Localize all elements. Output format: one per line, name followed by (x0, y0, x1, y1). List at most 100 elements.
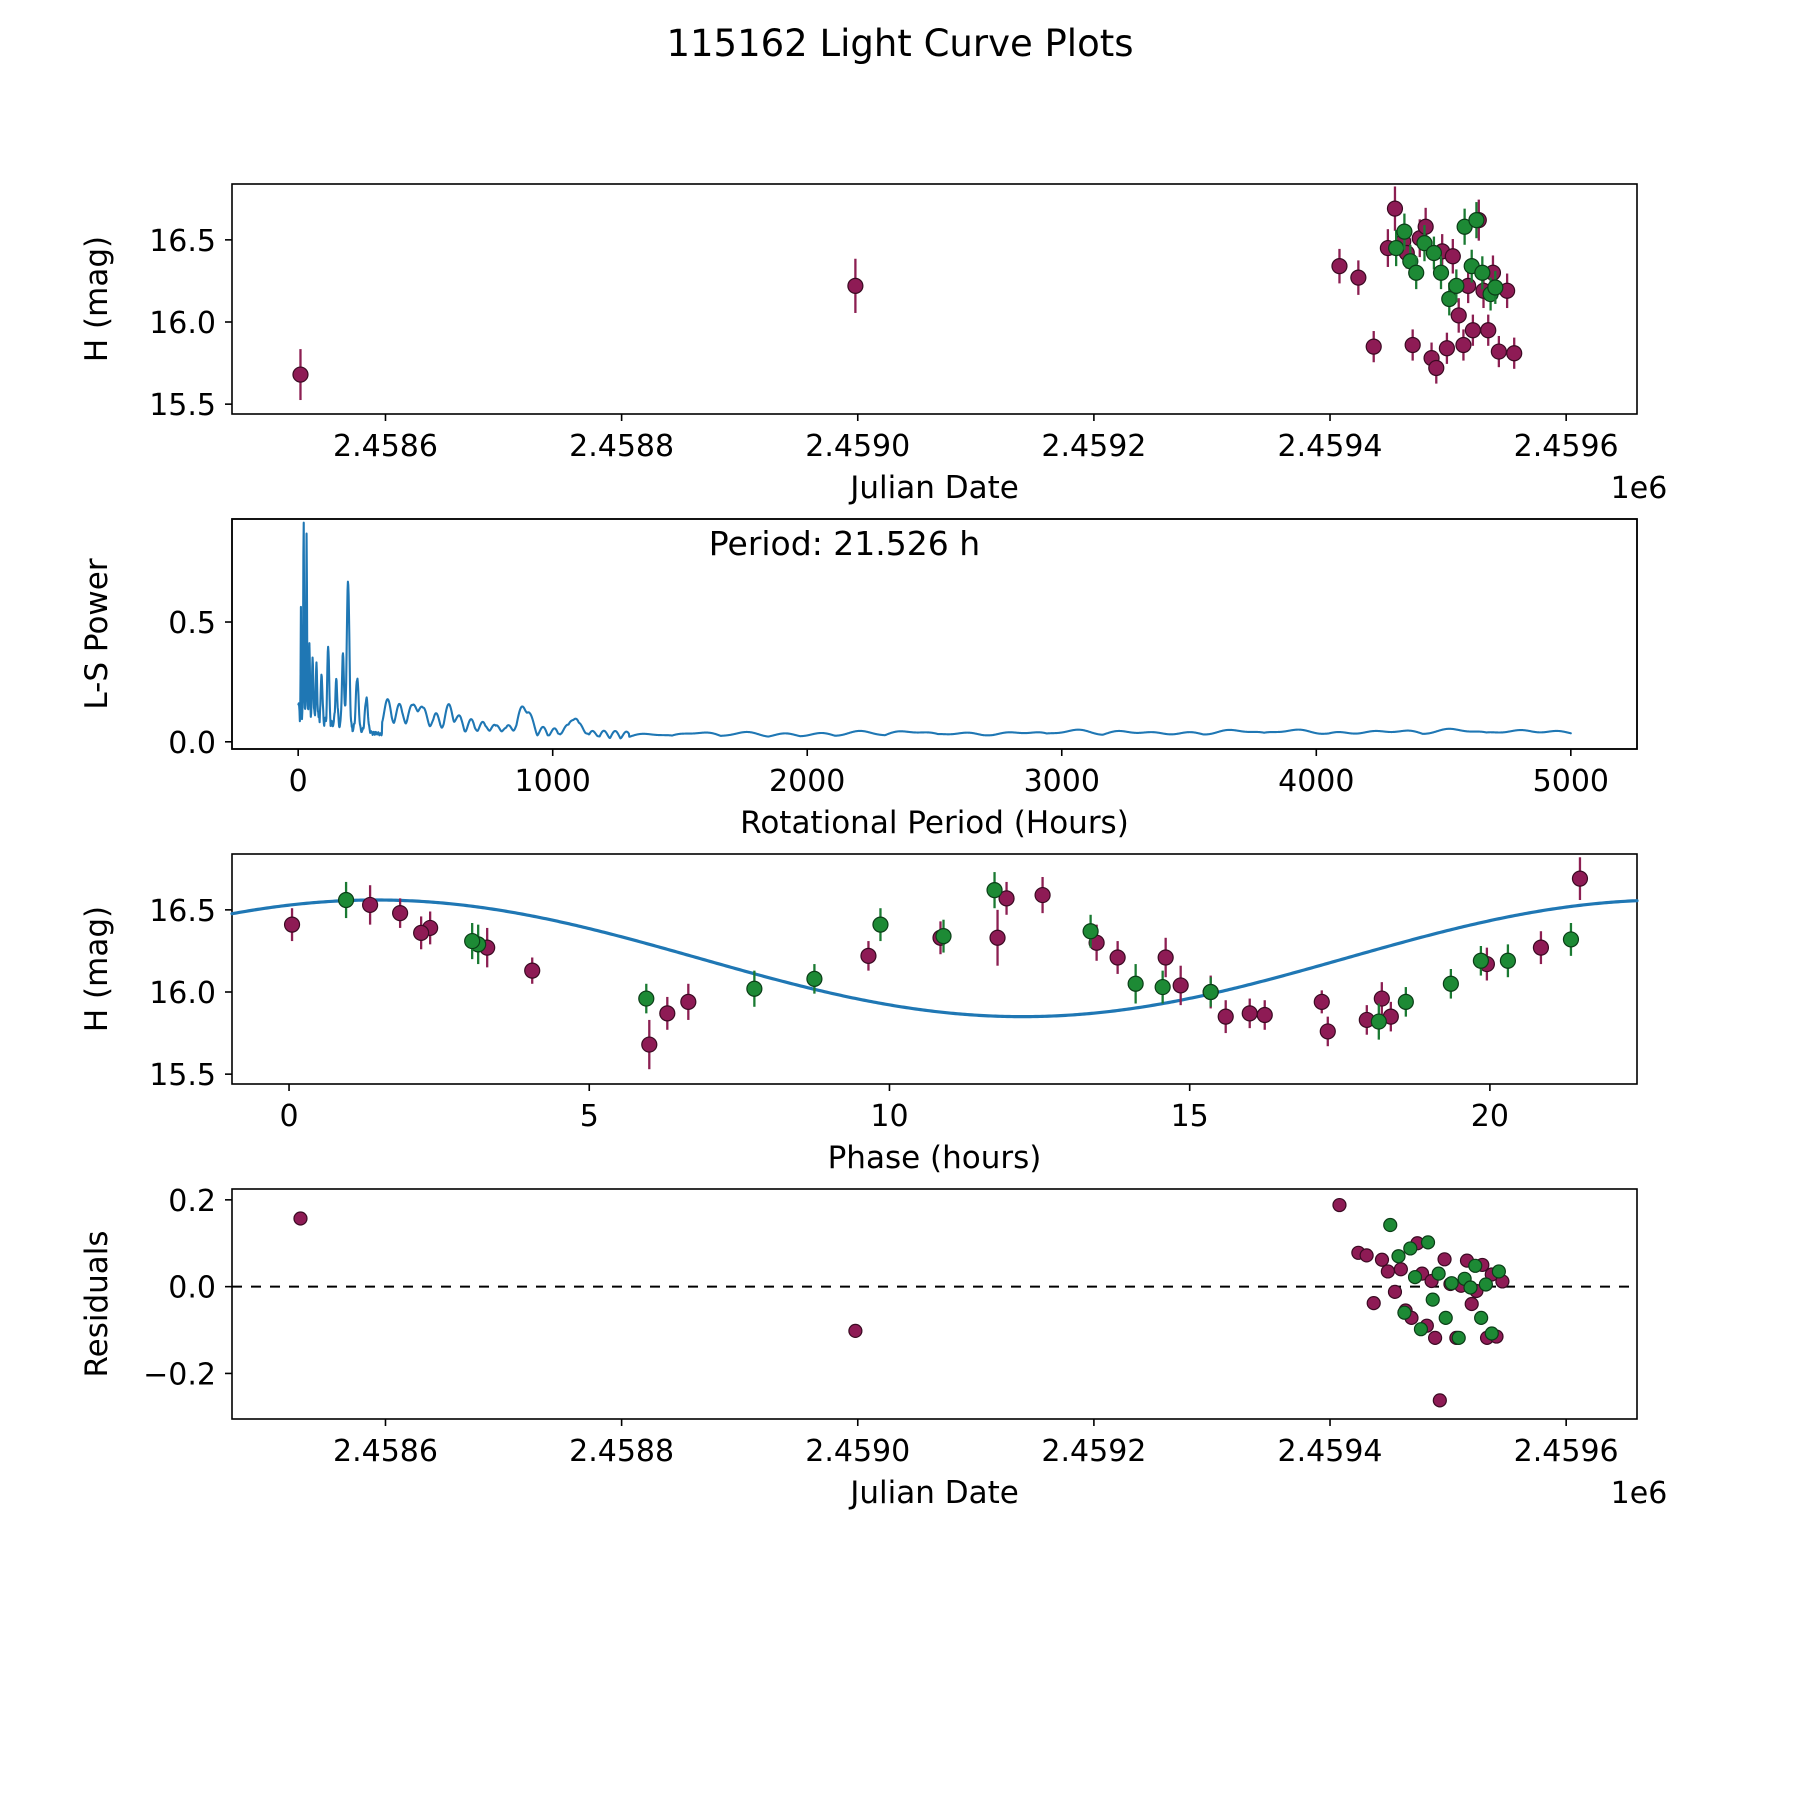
data-point (1416, 235, 1433, 252)
y-axis-label: L-S Power (79, 558, 115, 709)
x-tick-label: 2000 (769, 764, 845, 799)
data-point (1490, 343, 1507, 360)
data-point (1441, 290, 1458, 308)
data-point (1425, 244, 1443, 262)
data-point (1444, 1276, 1459, 1291)
period-annotation: Period: 21.526 h (709, 524, 980, 563)
data-point (641, 1036, 658, 1053)
y-tick-label: 16.5 (149, 894, 216, 929)
y-tick-label: 15.5 (149, 1058, 216, 1093)
data-point (1034, 886, 1051, 904)
data-point (1532, 939, 1550, 956)
data-point (1172, 977, 1189, 994)
y-tick-label: 0.2 (168, 1184, 216, 1219)
data-point (1484, 1326, 1499, 1341)
data-point (1444, 248, 1461, 265)
data-point (1428, 359, 1445, 377)
x-tick-label: 2.4594 (1278, 1434, 1383, 1469)
data-point (1472, 952, 1489, 969)
data-point (1468, 1258, 1483, 1273)
data-point (1480, 322, 1497, 339)
data-point (1374, 1252, 1390, 1267)
x-tick-label: 2.4588 (569, 429, 674, 464)
x-tick-label: 20 (1471, 1099, 1509, 1134)
data-point (989, 929, 1006, 946)
data-point (1474, 264, 1491, 281)
x-tick-label: 2.4592 (1041, 429, 1146, 464)
data-point (1350, 269, 1367, 286)
x-tick-label: 2.4588 (569, 1434, 674, 1469)
data-point (1432, 264, 1450, 281)
data-point (1438, 1310, 1453, 1325)
y-tick-label: 16.0 (149, 306, 216, 341)
data-point (1448, 277, 1465, 294)
data-point (1319, 1023, 1336, 1040)
x-tick-label: 2.4596 (1514, 1434, 1619, 1469)
x-tick-label: 2.4590 (805, 429, 910, 464)
data-point (1408, 264, 1425, 281)
data-point (1468, 212, 1485, 229)
data-point (998, 890, 1015, 907)
data-point (1370, 1013, 1387, 1030)
data-point (1413, 1322, 1429, 1337)
sinusoidal-fit-line (230, 898, 1639, 1019)
data-point (1464, 1296, 1479, 1312)
x-axis-label: Julian Date (848, 1475, 1019, 1511)
data-point (1478, 1277, 1493, 1292)
plot-frame-top (231, 518, 1638, 750)
x-axis-offset-label: 1e6 (1611, 1476, 1668, 1511)
x-tick-label: 5 (580, 1099, 599, 1134)
data-point (1127, 975, 1144, 992)
y-axis-label: H (mag) (79, 236, 115, 362)
data-point (1474, 1310, 1489, 1325)
x-tick-label: 1000 (515, 764, 591, 799)
data-point (1437, 1252, 1452, 1267)
plot-frame (231, 1188, 1638, 1420)
data-point (1463, 1280, 1478, 1295)
data-point (1491, 1264, 1506, 1279)
data-point (848, 1323, 863, 1339)
x-axis-label: Julian Date (848, 470, 1019, 506)
data-point (1438, 340, 1456, 357)
data-point (524, 962, 541, 979)
y-tick-label: 16.0 (149, 976, 216, 1011)
y-tick-label: 0.5 (168, 606, 216, 641)
series-magenta (283, 857, 1589, 1070)
data-point (1407, 1269, 1423, 1285)
data-point (1432, 1393, 1447, 1408)
data-point (1154, 978, 1171, 996)
data-point (1397, 993, 1414, 1010)
x-axis-label: Rotational Period (Hours) (740, 805, 1129, 841)
x-tick-label: 4000 (1278, 764, 1354, 799)
y-tick-label: 15.5 (149, 388, 216, 423)
data-point (1359, 1248, 1374, 1263)
panel-residuals: 2.4586 2.4588 2.4590 2.4592 2.4594 2.4596 −0.2… (0, 1175, 1800, 1511)
data-point (680, 993, 697, 1010)
plot-frame (231, 853, 1638, 1085)
series-green (337, 872, 1580, 1040)
x-tick-label: 2.4586 (333, 1434, 438, 1469)
y-tick-label: 16.5 (149, 224, 216, 259)
plot-frame (231, 183, 1638, 415)
data-point (293, 1211, 308, 1226)
data-point (1332, 1197, 1347, 1213)
data-point (1373, 990, 1390, 1007)
x-tick-label: 10 (870, 1099, 908, 1134)
x-tick-label: 0 (289, 764, 308, 799)
data-point (413, 924, 430, 941)
x-tick-label: 2.4592 (1041, 1434, 1146, 1469)
data-point (1313, 993, 1330, 1010)
data-point (860, 947, 877, 964)
data-point (1082, 923, 1099, 940)
series-green (1388, 202, 1504, 316)
series-magenta (293, 1197, 1510, 1408)
data-point (986, 882, 1003, 899)
data-point (638, 990, 655, 1007)
data-point (1431, 1266, 1446, 1281)
data-point (1388, 239, 1405, 257)
data-point (1506, 345, 1523, 362)
data-point (1386, 200, 1404, 217)
data-point (1397, 1305, 1412, 1320)
x-tick-label: 15 (1171, 1099, 1209, 1134)
data-point (1455, 336, 1472, 354)
